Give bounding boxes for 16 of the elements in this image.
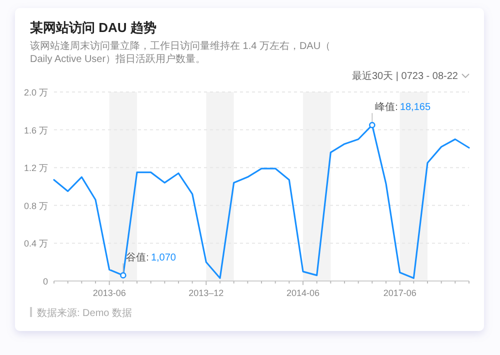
y-tick-label: 0 bbox=[42, 276, 48, 286]
chart-subtitle: 该网站逢周末访问量立降，工作日访问量维持在 1.4 万左右，DAU（Daily Active User）指日活跃用户数量。 bbox=[30, 40, 331, 65]
x-tick-label: 2017-06 bbox=[383, 288, 416, 298]
annotation: 谷值: 1,070 bbox=[126, 251, 176, 264]
y-tick-label: 1.6 万 bbox=[24, 125, 48, 136]
x-tick-label: 2013–12 bbox=[188, 288, 224, 298]
text: 最近30天 | 0723 - 08-22 bbox=[352, 70, 458, 82]
x-tick-label: 2014-06 bbox=[286, 288, 320, 298]
x-tick-label: 2013-06 bbox=[92, 288, 126, 298]
source-note: 数据来源: Demo 数据 bbox=[37, 307, 132, 319]
annotation: 峰值: 18,165 bbox=[375, 101, 431, 114]
y-tick-label: 1.2 万 bbox=[24, 163, 48, 174]
y-tick-label: 2.0 万 bbox=[24, 88, 48, 98]
y-tick-label: 0.4 万 bbox=[24, 238, 48, 249]
chart-title: 某网站访问 DAU 趋势 bbox=[29, 20, 156, 35]
y-tick-label: 0.8 万 bbox=[24, 200, 48, 211]
